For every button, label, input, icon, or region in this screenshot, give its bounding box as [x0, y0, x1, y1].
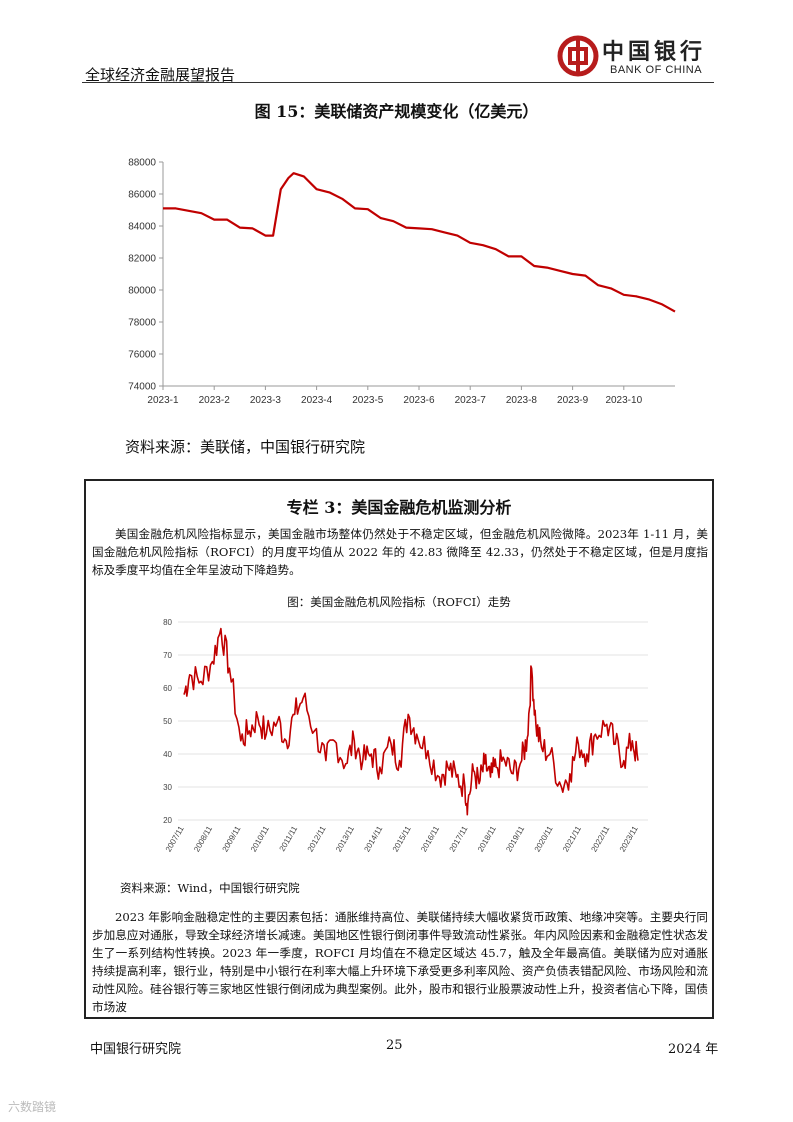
y-tick-label: 74000	[128, 382, 156, 393]
y-tick-label: 20	[163, 816, 172, 825]
y-tick-label: 78000	[128, 318, 156, 329]
x-tick-label: 2023-6	[403, 395, 435, 406]
y-tick-label: 50	[163, 717, 172, 726]
fed-balance-sheet-chart: 74000 76000 78000 80000 82000 84000 86000 88000…	[128, 158, 676, 406]
x-tick-label: 2023-10	[605, 395, 642, 406]
rofci-source: 资料来源：Wind，中国银行研究院	[120, 881, 300, 895]
x-tick-label: 2023-3	[250, 395, 282, 406]
box-paragraph-1: 美国金融危机风险指标显示，美国金融市场整体仍然处于不稳定区域，但金融危机风险微降…	[92, 527, 708, 577]
header-divider	[82, 82, 714, 83]
x-tick-label: 2023-8	[506, 395, 538, 406]
y-tick-label: 76000	[128, 350, 156, 361]
x-tick-label: 2023-5	[352, 395, 384, 406]
y-tick-label: 88000	[128, 158, 156, 169]
y-tick-label: 70	[163, 651, 172, 660]
x-tick-label: 2023-9	[557, 395, 589, 406]
sidebar-box	[84, 479, 714, 1019]
y-tick-label: 80000	[128, 286, 156, 297]
footer-year: 2024 年	[668, 1042, 719, 1057]
watermark: 六数踏镜	[8, 1100, 57, 1114]
box-title: 专栏 3：美国金融危机监测分析	[286, 498, 512, 517]
y-tick-label: 82000	[128, 254, 156, 265]
box-paragraph-2: 2023 年影响金融稳定性的主要因素包括：通胀维持高位、美联储持续大幅收紧货币政…	[92, 910, 708, 1014]
y-tick-label: 30	[163, 783, 172, 792]
bank-of-china-emblem-icon	[557, 35, 599, 77]
footer-institute: 中国银行研究院	[90, 1042, 182, 1057]
bank-logo	[557, 35, 599, 77]
logo-text-en: BANK OF CHINA	[610, 64, 703, 76]
y-tick-label: 40	[163, 750, 172, 759]
x-tick-label: 2023-7	[455, 395, 487, 406]
y-tick-label: 60	[163, 684, 172, 693]
x-tick-label: 2023-4	[301, 395, 333, 406]
x-tick-label: 2023-2	[199, 395, 231, 406]
logo-text-cn: 中国银行	[602, 39, 707, 65]
fed-assets-line	[163, 172, 676, 313]
x-tick-label: 2023-1	[147, 395, 179, 406]
figure-15-title: 图 15：美联储资产规模变化（亿美元）	[254, 102, 539, 121]
y-tick-label: 84000	[128, 222, 156, 233]
rofci-figure-title: 图：美国金融危机风险指标（ROFCI）走势	[287, 595, 511, 609]
rofci-plot-background	[148, 608, 656, 866]
rofci-line	[183, 627, 639, 816]
y-tick-label: 86000	[128, 190, 156, 201]
report-title: 全球经济金融展望报告	[85, 66, 236, 84]
y-tick-label: 80	[163, 618, 172, 627]
figure-15-source: 资料来源：美联储，中国银行研究院	[125, 438, 366, 456]
footer-page-number: 25	[386, 1038, 403, 1053]
